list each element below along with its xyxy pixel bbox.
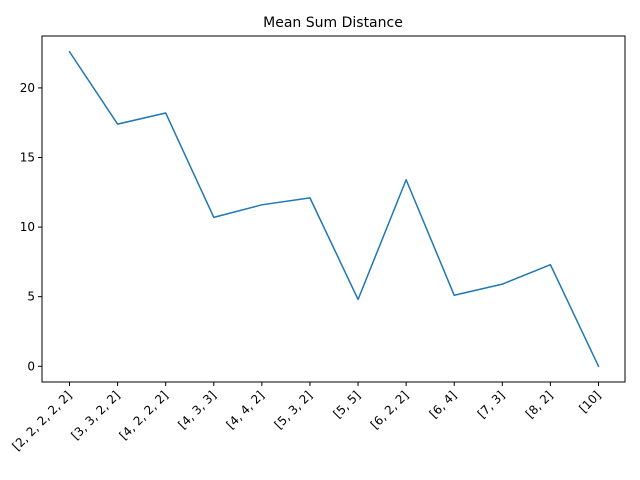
y-tick-label: 10	[20, 220, 35, 234]
axes-frame	[41, 35, 626, 383]
series-line	[68, 50, 600, 368]
y-tick-label: 5	[27, 290, 35, 304]
y-tick-label: 15	[20, 151, 35, 165]
chart-title: Mean Sum Distance	[263, 15, 403, 31]
y-tick-label: 0	[27, 359, 35, 373]
y-tick-label: 20	[20, 81, 35, 95]
